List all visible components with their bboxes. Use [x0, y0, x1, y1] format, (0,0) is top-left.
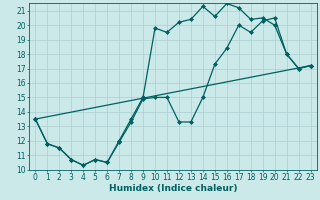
X-axis label: Humidex (Indice chaleur): Humidex (Indice chaleur) [109, 184, 237, 193]
